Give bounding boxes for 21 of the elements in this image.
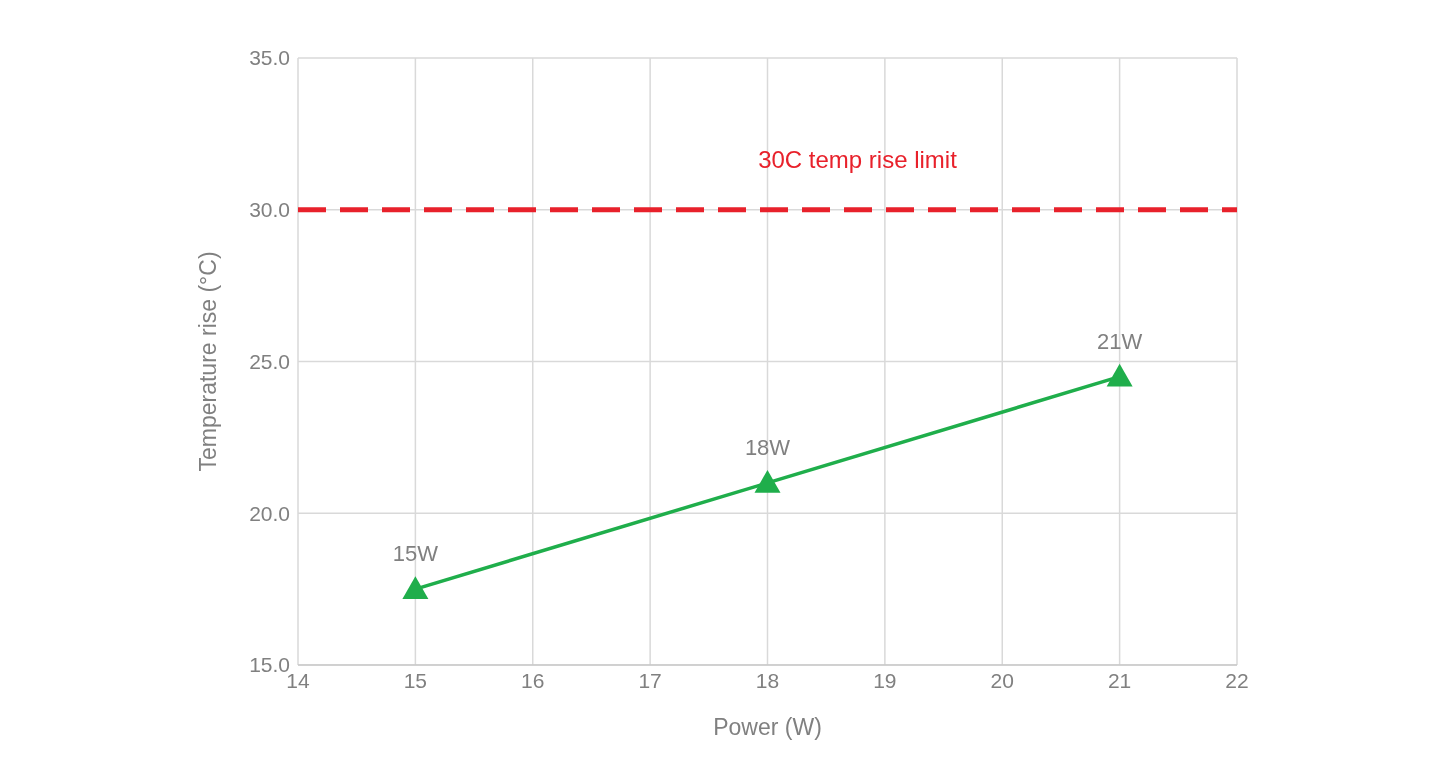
x-axis-title: Power (W): [713, 714, 822, 740]
x-tick-label: 21: [1107, 668, 1132, 692]
point: [1106, 363, 1133, 387]
annotation: 21W: [1097, 328, 1143, 354]
point: [402, 576, 429, 599]
x-tick-label: 20: [990, 668, 1014, 692]
annotation: 18W: [744, 434, 791, 460]
y-tick-label: 30.0: [249, 198, 290, 222]
annotation: 15W: [392, 541, 439, 567]
x-tick-label: 22: [1225, 668, 1249, 692]
point: [754, 469, 781, 493]
x-tick-label: 18: [755, 668, 780, 692]
x-tick-label: 15: [403, 668, 428, 692]
y-tick-label: 25.0: [249, 349, 290, 373]
y-axis-title: Temperature rise (°C): [195, 251, 222, 472]
ref-line-label: 30C temp rise limit: [758, 145, 958, 173]
x-tick-label: 16: [521, 668, 545, 692]
y-tick-label: 35.0: [249, 46, 290, 70]
x-tick-label: 19: [873, 668, 897, 692]
x-tick-label: 17: [638, 668, 662, 692]
y-tick-label: 20.0: [249, 501, 290, 525]
